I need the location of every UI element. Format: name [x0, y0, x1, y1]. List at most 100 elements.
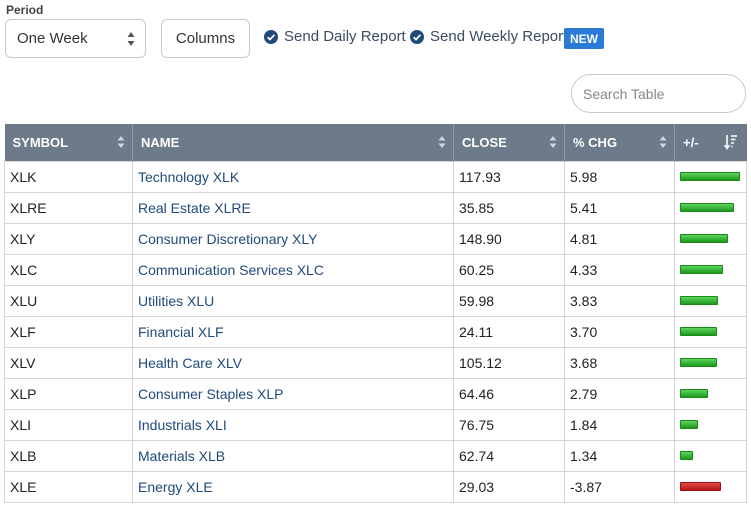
close-cell: 60.25 [453, 253, 565, 286]
pct-chg-cell: 2.79 [564, 377, 675, 410]
close-cell: 35.85 [453, 191, 565, 224]
pct-chg-cell: 3.83 [564, 284, 675, 317]
pct-chg-cell: 5.41 [564, 191, 675, 224]
symbol-cell: XLU [4, 284, 133, 317]
pct-chg-cell: 4.81 [564, 222, 675, 255]
pct-chg-cell: 5.98 [564, 160, 675, 193]
close-cell: 117.93 [453, 160, 565, 193]
name-cell: Health Care XLV [132, 346, 454, 379]
close-cell: 59.98 [453, 284, 565, 317]
new-badge: NEW [564, 28, 604, 49]
close-cell: 24.11 [453, 315, 565, 348]
sort-descending-icon [723, 135, 737, 150]
columns-button[interactable]: Columns [161, 19, 250, 58]
symbol-cell: XLV [4, 346, 133, 379]
change-bar-cell [674, 160, 747, 193]
symbol-cell: XLC [4, 253, 133, 286]
table-row: XLP Consumer Staples XLP 64.46 2.79 [4, 377, 747, 410]
table-row: XLK Technology XLK 117.93 5.98 [4, 160, 747, 193]
period-select[interactable]: One Week [5, 19, 146, 58]
table-row: XLU Utilities XLU 59.98 3.83 [4, 284, 747, 317]
change-bar-cell [674, 253, 747, 286]
change-bar [680, 420, 698, 429]
period-select-value: One Week [17, 30, 88, 47]
table-row: XLV Health Care XLV 105.12 3.68 [4, 346, 747, 379]
close-cell: 62.74 [453, 439, 565, 472]
name-cell: Technology XLK [132, 160, 454, 193]
name-cell: Communication Services XLC [132, 253, 454, 286]
sector-link[interactable]: Communication Services XLC [138, 261, 324, 278]
change-bar [680, 451, 693, 460]
sector-link[interactable]: Technology XLK [138, 168, 240, 185]
pct-chg-cell: 1.34 [564, 439, 675, 472]
change-bar-cell [674, 470, 747, 503]
header-symbol[interactable]: SYMBOL [4, 124, 133, 161]
close-cell: 29.03 [453, 470, 565, 503]
sector-link[interactable]: Financial XLF [138, 323, 224, 340]
change-bar-cell [674, 408, 747, 441]
period-label: Period [6, 3, 44, 17]
sort-icon [659, 136, 667, 148]
pct-chg-cell: 4.33 [564, 253, 675, 286]
name-cell: Real Estate XLRE [132, 191, 454, 224]
close-cell: 148.90 [453, 222, 565, 255]
sort-icon [117, 136, 125, 148]
table-row: XLE Energy XLE 29.03 -3.87 [4, 470, 747, 503]
name-cell: Consumer Discretionary XLY [132, 222, 454, 255]
pct-chg-cell: 3.70 [564, 315, 675, 348]
sector-link[interactable]: Consumer Discretionary XLY [138, 230, 318, 247]
change-bar [680, 327, 717, 336]
name-cell: Financial XLF [132, 315, 454, 348]
pct-chg-cell: 1.84 [564, 408, 675, 441]
sector-link[interactable]: Materials XLB [138, 447, 226, 464]
change-bar [680, 172, 740, 181]
sector-link[interactable]: Energy XLE [138, 478, 213, 495]
header-close[interactable]: CLOSE [453, 124, 565, 161]
symbol-cell: XLK [4, 160, 133, 193]
name-cell: Utilities XLU [132, 284, 454, 317]
change-bar [680, 358, 717, 367]
change-bar-cell [674, 222, 747, 255]
change-bar [680, 389, 708, 398]
header-name[interactable]: NAME [132, 124, 454, 161]
send-weekly-report-label: Send Weekly Report [430, 28, 568, 45]
table-row: XLI Industrials XLI 76.75 1.84 [4, 408, 747, 441]
sort-icon [549, 136, 557, 148]
check-circle-icon [264, 29, 278, 44]
close-cell: 105.12 [453, 346, 565, 379]
symbol-cell: XLF [4, 315, 133, 348]
send-daily-report-toggle[interactable]: Send Daily Report [264, 28, 406, 45]
sector-table: SYMBOL NAME CLOSE % CHG +/- XLK Technolog… [4, 124, 747, 503]
change-bar-cell [674, 284, 747, 317]
symbol-cell: XLB [4, 439, 133, 472]
change-bar [680, 482, 721, 491]
header-plus-minus[interactable]: +/- [674, 124, 747, 161]
sector-link[interactable]: Real Estate XLRE [138, 199, 251, 216]
pct-chg-cell: -3.87 [564, 470, 675, 503]
change-bar [680, 265, 723, 274]
table-row: XLF Financial XLF 24.11 3.70 [4, 315, 747, 348]
sort-icon [438, 136, 446, 148]
close-cell: 76.75 [453, 408, 565, 441]
change-bar-cell [674, 315, 747, 348]
table-row: XLC Communication Services XLC 60.25 4.33 [4, 253, 747, 286]
sector-link[interactable]: Consumer Staples XLP [138, 385, 284, 402]
symbol-cell: XLP [4, 377, 133, 410]
name-cell: Industrials XLI [132, 408, 454, 441]
symbol-cell: XLE [4, 470, 133, 503]
change-bar-cell [674, 377, 747, 410]
sector-link[interactable]: Industrials XLI [138, 416, 227, 433]
table-header-row: SYMBOL NAME CLOSE % CHG +/- [4, 124, 747, 161]
search-table-input[interactable] [571, 74, 746, 113]
change-bar-cell [674, 191, 747, 224]
change-bar [680, 296, 718, 305]
symbol-cell: XLRE [4, 191, 133, 224]
pct-chg-cell: 3.68 [564, 346, 675, 379]
send-weekly-report-toggle[interactable]: Send Weekly Report [410, 28, 567, 45]
header-pct-chg[interactable]: % CHG [564, 124, 675, 161]
table-row: XLY Consumer Discretionary XLY 148.90 4.81 [4, 222, 747, 255]
symbol-cell: XLY [4, 222, 133, 255]
name-cell: Energy XLE [132, 470, 454, 503]
sector-link[interactable]: Health Care XLV [138, 354, 243, 371]
sector-link[interactable]: Utilities XLU [138, 292, 215, 309]
